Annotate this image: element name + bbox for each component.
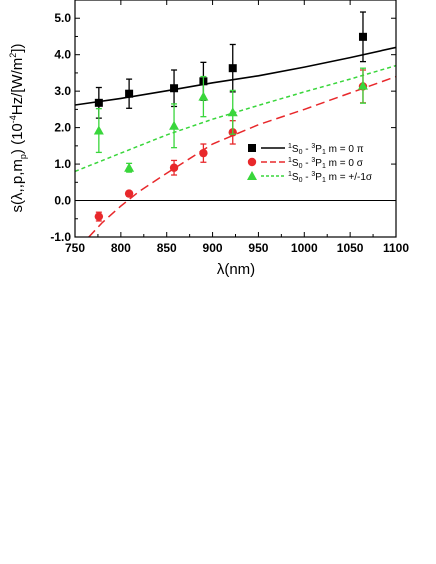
legend-marker-1 — [247, 157, 257, 167]
data-point-1-0 — [94, 212, 104, 221]
legend-text-part: - — [302, 144, 311, 155]
data-point-2-4 — [227, 107, 238, 117]
legend-text-part: m = +/-1σ — [326, 172, 373, 183]
data-point-1-2 — [169, 163, 179, 172]
legend-marker-2 — [247, 171, 257, 180]
data-point-0-5 — [358, 32, 367, 41]
legend-text-part: S — [292, 144, 299, 155]
legend-text-part: 3 — [311, 157, 315, 164]
legend-text-part: 1 — [288, 157, 292, 164]
legend-text-part: m = 0 σ — [326, 158, 364, 169]
y-axis-label: s(λ,,p,mp) (10-4Hz/[W/m2]) — [8, 44, 28, 213]
legend-marker-0 — [248, 144, 256, 152]
legend-text-part: - — [302, 172, 311, 183]
fit-curve-2 — [75, 64, 396, 173]
y-label-sub-p: p — [18, 154, 28, 159]
data-point-2-2 — [169, 120, 180, 130]
legend-text-part: P — [315, 158, 322, 169]
legend-text-part: 1 — [288, 143, 292, 150]
data-point-2-0 — [93, 125, 104, 135]
x-tick-label-4: 950 — [248, 241, 268, 255]
legend-text-part: 3 — [311, 171, 315, 178]
plot-frame — [74, 0, 397, 238]
data-point-0-2 — [170, 84, 179, 93]
y-label-part: Hz/[W/m — [9, 58, 26, 116]
legend-text-part: 0 — [299, 163, 303, 170]
legend-text-part: - — [302, 158, 311, 169]
y-label-part: s(λ,,p,m — [9, 159, 26, 212]
fit-curve-0 — [75, 46, 396, 106]
y-tick-label-0: -1.0 — [50, 230, 71, 244]
data-point-0-0 — [94, 98, 103, 107]
legend-text-part: 1 — [288, 171, 292, 178]
data-point-2-1 — [124, 162, 135, 172]
x-tick-label-1: 800 — [111, 241, 131, 255]
y-tick-label-4: 3.0 — [54, 84, 71, 98]
x-tick-label-3: 900 — [203, 241, 223, 255]
fit-curve-1 — [88, 75, 396, 237]
y-tick-label-2: 1.0 — [54, 157, 71, 171]
legend-text-part: m = 0 π — [326, 144, 364, 155]
legend-text-part: 1 — [322, 163, 326, 170]
y-label-part: ]) — [9, 44, 26, 53]
legend-text-part: 0 — [299, 177, 303, 184]
data-point-0-4 — [228, 64, 237, 73]
legend-text-part: 1 — [322, 177, 326, 184]
legend-label-0: 1S0 - 3P1 m = 0 π — [288, 143, 364, 156]
y-tick-label-6: 5.0 — [54, 11, 71, 25]
y-tick-label-1: 0.0 — [54, 194, 71, 208]
y-label-part: ) (10 — [9, 123, 26, 154]
axis-ticks: 750 800 850 900 950 1000 1050 1100-1.00.01.02.0… — [50, 0, 409, 255]
x-tick-label-5: 1000 — [291, 241, 318, 255]
x-tick-label-7: 1100 — [383, 241, 409, 255]
legend-entry-2: 1S0 - 3P1 m = +/-1σ — [247, 171, 373, 184]
plot-area — [75, 11, 396, 237]
x-tick-label-0: 750 — [65, 241, 85, 255]
data-point-2-3 — [198, 91, 209, 101]
y-label-sup-exp: -4 — [8, 115, 18, 123]
x-tick-label-6: 1050 — [337, 241, 364, 255]
legend-text-part: P — [315, 144, 322, 155]
x-axis-label: λ(nm) — [217, 261, 255, 278]
x-tick-label-2: 850 — [157, 241, 177, 255]
legend-text-part: 0 — [299, 149, 303, 156]
legend-text-part: S — [292, 158, 299, 169]
y-tick-label-3: 2.0 — [54, 121, 71, 135]
legend-label-2: 1S0 - 3P1 m = +/-1σ — [288, 171, 373, 184]
legend-entry-0: 1S0 - 3P1 m = 0 π — [248, 143, 364, 156]
legend-text-part: P — [315, 172, 322, 183]
y-label-sup-2: 2 — [8, 53, 18, 58]
data-point-1-3 — [199, 148, 208, 158]
data-point-0-1 — [125, 89, 134, 98]
legend-text-part: 1 — [322, 149, 326, 156]
y-tick-label-5: 4.0 — [54, 48, 71, 62]
legend-text-part: S — [292, 172, 299, 183]
legend-entry-1: 1S0 - 3P1 m = 0 σ — [247, 157, 364, 170]
data-point-1-1 — [124, 189, 134, 198]
legend-label-1: 1S0 - 3P1 m = 0 σ — [288, 157, 364, 170]
legend-text-part: 3 — [311, 143, 315, 150]
data-point-2-5 — [357, 80, 368, 90]
